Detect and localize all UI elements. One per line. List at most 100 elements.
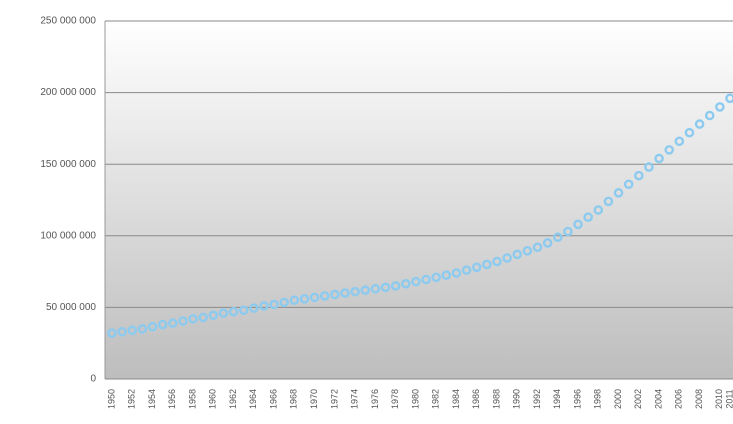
marker: [704, 110, 715, 121]
marker: [451, 268, 462, 278]
y-tick-label: 50 000 000: [46, 302, 96, 313]
marker: [208, 310, 219, 321]
marker: [137, 324, 148, 334]
marker: [502, 253, 512, 263]
marker: [583, 212, 593, 222]
marker: [411, 276, 421, 287]
marker: [492, 256, 502, 267]
x-tick-label: 1976: [370, 389, 380, 409]
marker: [654, 153, 664, 164]
x-tick-label: 1960: [208, 389, 218, 409]
x-tick-label: 1950: [106, 389, 116, 409]
marker: [167, 318, 178, 328]
marker: [198, 312, 208, 323]
x-tick-label: 2010: [714, 389, 724, 409]
y-tick-label: 100 000 000: [40, 230, 96, 241]
y-tick-label: 250 000 000: [40, 16, 96, 27]
marker: [238, 305, 249, 316]
marker: [259, 301, 269, 311]
x-tick-label: 2000: [613, 389, 623, 409]
x-tick-label: 2004: [653, 389, 663, 409]
marker: [461, 265, 472, 275]
x-tick-label: 1982: [431, 389, 441, 409]
marker: [269, 299, 279, 310]
x-tick-label: 1956: [167, 389, 177, 409]
x-tick-label: 1962: [228, 389, 238, 409]
marker: [157, 319, 168, 330]
marker: [330, 289, 340, 300]
marker: [563, 226, 573, 237]
marker: [401, 278, 411, 289]
y-tick-label: 200 000 000: [40, 87, 96, 98]
marker: [249, 303, 259, 313]
x-tick-label: 2006: [674, 389, 684, 409]
x-tick-label: 1998: [593, 389, 603, 409]
x-tick-label: 1978: [390, 389, 400, 409]
marker: [107, 328, 117, 338]
marker: [147, 321, 158, 332]
marker: [552, 232, 563, 243]
marker: [340, 288, 350, 298]
x-tick-label: 1968: [289, 389, 299, 409]
marker: [319, 291, 330, 301]
marker: [299, 294, 310, 304]
marker: [380, 282, 391, 293]
marker: [117, 326, 127, 337]
marker: [684, 127, 695, 138]
marker: [360, 285, 371, 296]
marker: [674, 136, 685, 147]
x-tick-label: 1996: [572, 389, 582, 409]
marker: [644, 162, 654, 172]
marker: [573, 219, 583, 230]
marker: [178, 316, 188, 326]
marker: [431, 272, 441, 283]
y-tick-label: 150 000 000: [40, 159, 96, 170]
x-tick-label: 1970: [309, 389, 319, 409]
x-tick-label: 2011: [724, 389, 733, 408]
x-tick-label: 1984: [451, 389, 461, 409]
marker: [370, 283, 381, 294]
marker: [532, 242, 543, 253]
marker: [725, 93, 733, 104]
marker: [228, 306, 239, 317]
marker: [279, 297, 290, 308]
x-tick-label: 1952: [127, 389, 137, 409]
marker: [289, 295, 300, 306]
x-tick-label: 1980: [410, 389, 420, 409]
plot-area: [105, 21, 733, 379]
marker: [715, 102, 725, 112]
marker: [623, 179, 634, 190]
marker: [350, 286, 360, 297]
marker: [309, 292, 320, 303]
marker: [542, 238, 553, 248]
x-tick-label: 1986: [471, 389, 481, 409]
marker: [613, 188, 624, 198]
x-tick-label: 1966: [268, 389, 278, 409]
marker: [421, 274, 431, 285]
x-tick-label: 1972: [329, 389, 339, 409]
marker: [127, 325, 138, 336]
x-tick-label: 2008: [694, 389, 704, 409]
x-tick-label: 1988: [491, 389, 501, 409]
x-tick-label: 1958: [187, 389, 197, 409]
marker: [694, 119, 705, 129]
marker: [634, 170, 644, 181]
marker: [482, 259, 492, 270]
x-tick-label: 1990: [512, 389, 522, 409]
marker: [471, 262, 482, 273]
marker: [522, 246, 533, 256]
x-tick-label: 1994: [552, 389, 562, 409]
x-tick-label: 1954: [147, 389, 157, 409]
x-tick-label: 2002: [633, 389, 643, 409]
marker: [441, 270, 452, 280]
marker: [218, 308, 229, 318]
x-tick-label: 1992: [532, 389, 542, 409]
x-tick-label: 1964: [248, 389, 258, 409]
marker: [664, 145, 675, 155]
x-tick-label: 1974: [350, 389, 360, 409]
marker: [390, 281, 401, 291]
marker: [603, 196, 614, 207]
marker: [512, 249, 523, 260]
marker: [188, 314, 198, 324]
